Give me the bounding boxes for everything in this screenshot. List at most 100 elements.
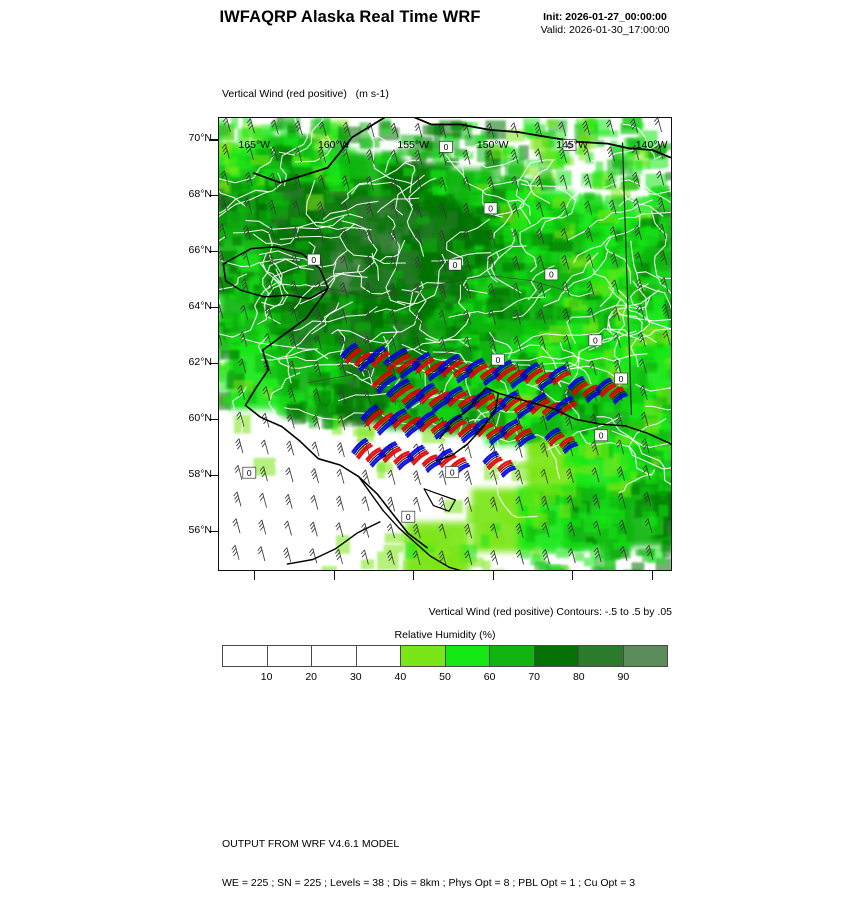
wind-barb-feather (337, 526, 340, 530)
rh-speckle (602, 247, 615, 258)
footer-model-line: OUTPUT FROM WRF V4.6.1 MODEL (222, 838, 635, 851)
rh-speckle (594, 526, 617, 540)
wind-barb-shaft (315, 442, 319, 457)
rh-speckle (368, 190, 391, 197)
rh-speckle (667, 223, 672, 234)
wind-barb-feather (284, 551, 287, 555)
rh-speckle (377, 226, 385, 233)
colorbar-cell (624, 646, 668, 666)
rh-speckle (284, 133, 299, 147)
rh-speckle (385, 533, 408, 543)
rh-speckle (648, 158, 669, 169)
contour-caption: Vertical Wind (red positive) Contours: -… (429, 606, 672, 618)
rh-speckle (277, 312, 298, 328)
wind-barb-feather (310, 552, 313, 556)
rh-speckle (417, 217, 430, 225)
rh-speckle (534, 561, 550, 570)
rh-speckle (298, 392, 306, 401)
rh-speckle (609, 491, 621, 508)
rh-speckle (504, 319, 512, 325)
wind-barb-feather (288, 447, 291, 451)
wind-barb-feather (388, 527, 391, 531)
wind-barb-shaft (391, 470, 395, 485)
wind-barb-feather (440, 474, 443, 478)
wind-barb-feather (234, 522, 237, 526)
rh-speckle (490, 532, 505, 546)
wind-barb-feather (361, 550, 364, 554)
contour-label-text: 0 (593, 336, 598, 346)
longitude-tick-mark (334, 571, 335, 580)
latitude-tick-mark (209, 139, 218, 140)
wind-barb-shaft (313, 549, 317, 564)
weather-model-plot-page: IWFAQRP Alaska Real Time WRF Init: 2026-… (0, 0, 850, 850)
latitude-tick-mark (209, 531, 218, 532)
wind-barb-shaft (340, 469, 344, 484)
rh-speckle (636, 439, 660, 446)
latitude-tick-label: 64°N (166, 300, 212, 312)
valid-time: Valid: 2026-01-30_17:00:00 (520, 24, 690, 37)
rh-speckle (403, 561, 421, 571)
wind-barb-feather (511, 126, 514, 130)
rh-contour-line (295, 461, 326, 510)
rh-speckle (641, 505, 648, 519)
wind-barb-feather (608, 150, 611, 154)
rh-speckle (595, 570, 606, 571)
wind-barb-feather (491, 554, 494, 558)
wind-barb-feather (363, 473, 366, 477)
contour-label-text: 0 (406, 512, 411, 522)
rh-speckle (474, 222, 488, 238)
wind-barb-feather (654, 118, 657, 122)
rh-speckle (447, 210, 457, 229)
colorbar-tick-label: 40 (380, 671, 420, 683)
rh-speckle (632, 366, 646, 383)
rh-speckle (540, 308, 562, 315)
rh-speckle (239, 207, 247, 224)
wind-barb-feather (388, 500, 391, 504)
wind-barb-feather (364, 476, 367, 480)
wind-barb-feather (236, 439, 239, 443)
rh-speckle (599, 567, 616, 571)
wind-barb-feather (387, 524, 390, 528)
rh-speckle (546, 120, 557, 127)
rh-speckle (580, 217, 594, 230)
wind-barb-feather (466, 477, 469, 481)
wind-barb-feather (234, 492, 237, 496)
rh-speckle (535, 194, 553, 200)
colorbar-tick-label: 30 (336, 671, 376, 683)
colorbar-cell (490, 646, 535, 666)
longitude-tick-label: 160°W (304, 139, 364, 151)
rh-speckle (476, 207, 485, 214)
rh-speckle (558, 222, 569, 232)
rh-speckle (593, 260, 612, 269)
rh-speckle (671, 544, 672, 553)
rh-speckle (296, 241, 310, 250)
wind-barb-feather (464, 497, 467, 501)
wind-barb-feather (287, 501, 290, 505)
rh-speckle (556, 551, 570, 558)
wind-barb-feather (309, 549, 312, 553)
rh-speckle (660, 363, 670, 380)
rh-speckle (621, 452, 633, 467)
rh-speckle (586, 119, 597, 128)
rh-speckle (348, 160, 367, 173)
wind-barb-feather (440, 504, 443, 508)
rh-speckle (542, 544, 556, 554)
rh-speckle (267, 381, 274, 388)
rh-speckle (506, 515, 526, 525)
rh-speckle (654, 251, 672, 264)
wind-barb-feather (439, 497, 442, 501)
rh-speckle (668, 492, 672, 504)
colorbar-cell (357, 646, 402, 666)
wind-barb-feather (511, 123, 514, 127)
contour-label-text: 0 (599, 431, 604, 441)
wind-barb-feather (312, 442, 315, 446)
wind-barb-shaft (264, 440, 268, 454)
longitude-tick-mark (652, 571, 653, 580)
colorbar-cell (312, 646, 357, 666)
latitude-tick-mark (209, 195, 218, 196)
longitude-tick-mark (254, 571, 255, 580)
contour-label-text: 0 (247, 468, 252, 478)
colorbar-tick-label: 80 (559, 671, 599, 683)
rh-speckle (396, 279, 405, 285)
rh-speckle (433, 194, 454, 205)
